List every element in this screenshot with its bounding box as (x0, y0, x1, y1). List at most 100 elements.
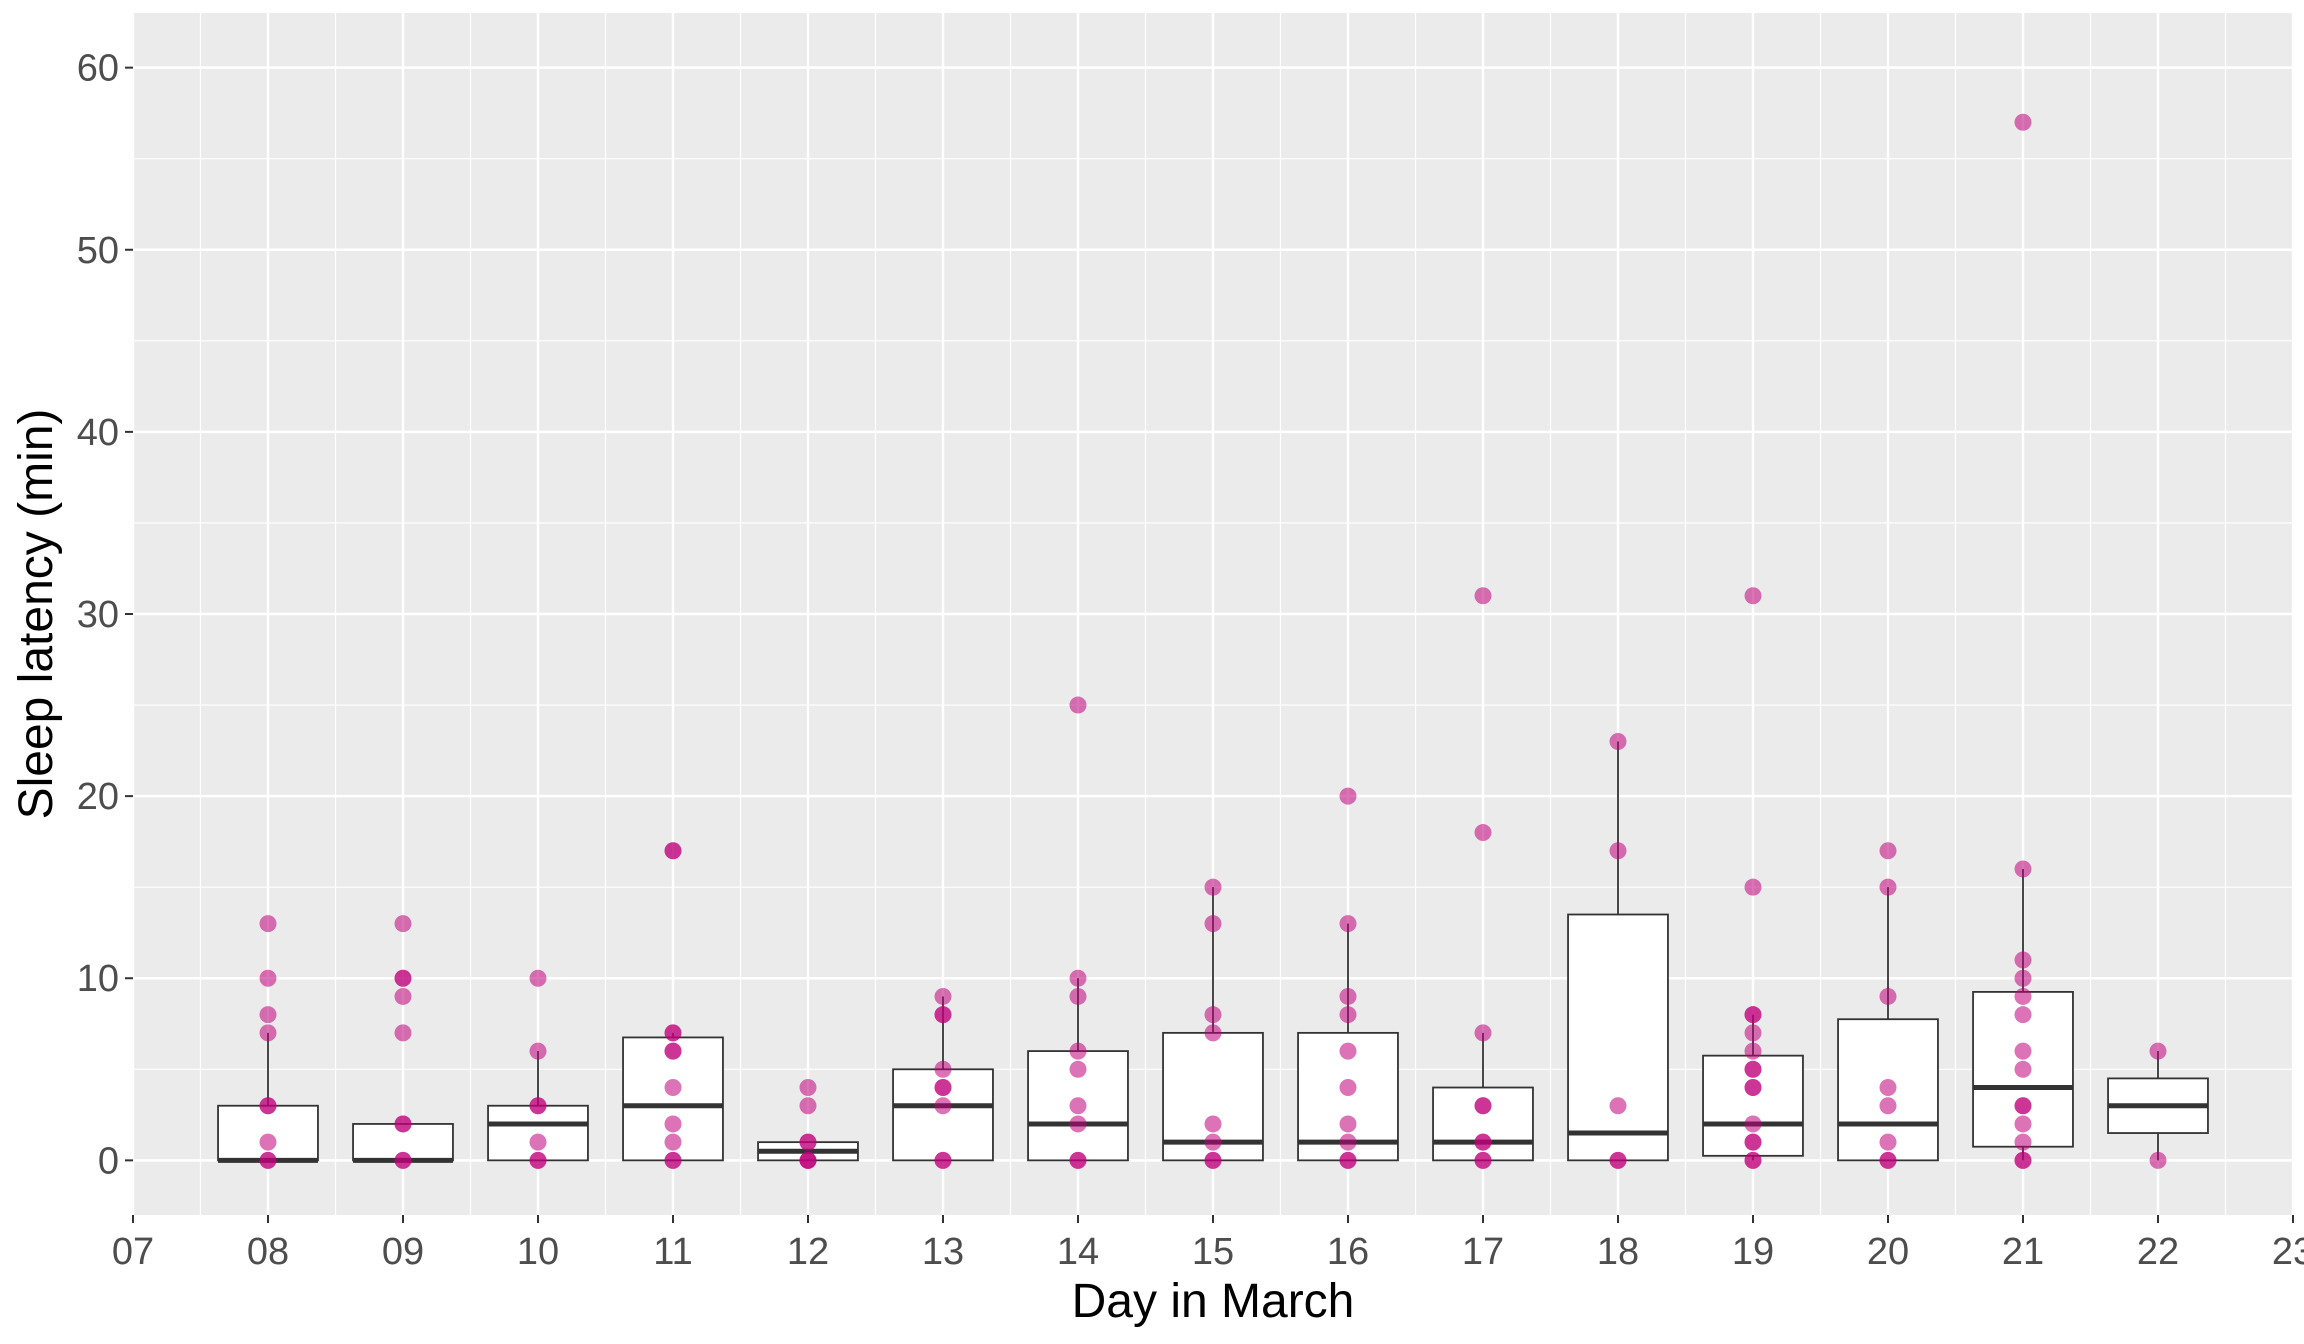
data-point (1744, 1024, 1762, 1042)
data-point (394, 969, 412, 987)
data-point (2014, 951, 2032, 969)
x-tick-label: 20 (1867, 1231, 1909, 1273)
data-point (664, 1024, 682, 1042)
data-point (934, 1006, 952, 1024)
x-axis: 07 08 09 10 11 12 13 14 15 16 17 18 19 20 21 22 23 (112, 1215, 2304, 1273)
x-tick-label: 19 (1732, 1231, 1774, 1273)
x-tick-label: 13 (922, 1231, 964, 1273)
x-tick-label: 07 (112, 1231, 154, 1273)
data-point (2014, 860, 2032, 878)
data-point (1744, 1060, 1762, 1078)
data-point (1609, 732, 1627, 750)
data-point (394, 987, 412, 1005)
data-point (1609, 1097, 1627, 1115)
x-tick-label: 15 (1192, 1231, 1234, 1273)
y-axis: 0 10 20 30 40 50 60 (77, 48, 133, 1182)
data-points (259, 113, 2167, 1169)
data-point (1744, 1151, 1762, 1169)
data-point (799, 1151, 817, 1169)
data-point (1204, 915, 1222, 933)
data-point (259, 1151, 277, 1169)
box-iqr (487, 1104, 589, 1162)
data-point (1069, 1151, 1087, 1169)
data-point (1609, 842, 1627, 860)
data-point (1069, 1042, 1087, 1060)
data-point (1879, 987, 1897, 1005)
data-point (1069, 1060, 1087, 1078)
box-iqr (1567, 913, 1669, 1162)
data-point (1609, 1151, 1627, 1169)
data-point (394, 1115, 412, 1133)
data-point (1069, 696, 1087, 714)
data-point (1744, 1115, 1762, 1133)
y-tick-label: 20 (77, 776, 119, 818)
data-point (259, 915, 277, 933)
data-point (394, 1024, 412, 1042)
data-point (529, 969, 547, 987)
data-point (1339, 1151, 1357, 1169)
data-point (1339, 915, 1357, 933)
data-point (1879, 1097, 1897, 1115)
data-point (529, 1097, 547, 1115)
y-tick-label: 50 (77, 230, 119, 272)
data-point (1744, 878, 1762, 896)
data-point (394, 1151, 412, 1169)
data-point (1339, 1079, 1357, 1097)
data-point (934, 1079, 952, 1097)
data-point (1204, 1133, 1222, 1151)
box-iqr (217, 1104, 319, 1162)
data-point (1339, 987, 1357, 1005)
data-point (529, 1151, 547, 1169)
x-tick-label: 14 (1057, 1231, 1099, 1273)
data-point (1744, 1042, 1762, 1060)
data-point (529, 1133, 547, 1151)
data-point (259, 1133, 277, 1151)
y-tick-label: 60 (77, 48, 119, 90)
data-point (1879, 1133, 1897, 1151)
data-point (1744, 1006, 1762, 1024)
x-axis-title: Day in March (1072, 1275, 1355, 1328)
data-point (1204, 878, 1222, 896)
data-point (799, 1079, 817, 1097)
data-point (1204, 1006, 1222, 1024)
data-point (1339, 1133, 1357, 1151)
data-point (1474, 1024, 1492, 1042)
data-point (934, 1151, 952, 1169)
data-point (2014, 1042, 2032, 1060)
data-point (799, 1133, 817, 1151)
data-point (1474, 1133, 1492, 1151)
x-tick-label: 17 (1462, 1231, 1504, 1273)
data-point (529, 1042, 547, 1060)
x-tick-label: 22 (2137, 1231, 2179, 1273)
data-point (1744, 1079, 1762, 1097)
data-point (664, 1115, 682, 1133)
x-tick-label: 23 (2272, 1231, 2304, 1273)
x-tick-label: 11 (653, 1231, 692, 1273)
x-tick-label: 09 (382, 1231, 424, 1273)
x-tick-label: 12 (787, 1231, 829, 1273)
data-point (2014, 1151, 2032, 1169)
data-point (2014, 1097, 2032, 1115)
data-point (664, 1133, 682, 1151)
data-point (1474, 587, 1492, 605)
data-point (1339, 1006, 1357, 1024)
data-point (394, 915, 412, 933)
data-point (664, 1042, 682, 1060)
data-point (1339, 1042, 1357, 1060)
data-point (2014, 113, 2032, 131)
data-point (1474, 824, 1492, 842)
data-point (934, 987, 952, 1005)
data-point (664, 1151, 682, 1169)
data-point (1879, 1151, 1897, 1169)
data-point (1879, 1079, 1897, 1097)
data-point (1204, 1115, 1222, 1133)
data-point (664, 842, 682, 860)
data-point (2014, 987, 2032, 1005)
data-point (1204, 1151, 1222, 1169)
data-point (2014, 1115, 2032, 1133)
x-tick-label: 08 (247, 1231, 289, 1273)
y-tick-label: 10 (77, 958, 119, 1000)
y-axis-title: Sleep latency (min) (10, 409, 63, 820)
data-point (1339, 1115, 1357, 1133)
